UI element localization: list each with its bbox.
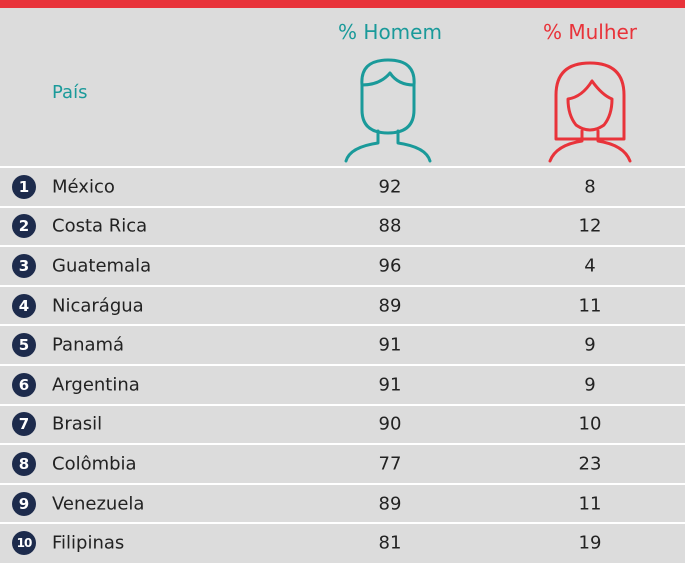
women-percent: 23 xyxy=(578,453,602,475)
men-percent: 92 xyxy=(378,176,402,198)
women-percent: 8 xyxy=(584,176,596,198)
women-percent: 9 xyxy=(584,334,596,356)
table-row: 3 Guatemala 96 4 xyxy=(0,245,685,285)
table-row: 6 Argentina 91 9 xyxy=(0,364,685,404)
men-percent: 91 xyxy=(378,374,402,396)
rank-badge: 6 xyxy=(12,372,36,397)
rank-badge: 7 xyxy=(12,412,36,437)
top-bar xyxy=(0,0,685,8)
rank-badge: 10 xyxy=(12,531,36,556)
country-header: País xyxy=(52,82,88,103)
women-percent: 12 xyxy=(578,215,602,237)
women-percent: 11 xyxy=(578,295,602,317)
country-name: Panamá xyxy=(52,334,125,356)
table-row: 8 Colômbia 77 23 xyxy=(0,443,685,483)
men-percent: 90 xyxy=(378,413,402,435)
rank-badge: 9 xyxy=(12,491,36,516)
table-row: 1 México 92 8 xyxy=(0,166,685,206)
table-row: 5 Panamá 91 9 xyxy=(0,324,685,364)
rank-badge: 3 xyxy=(12,253,36,278)
country-name: México xyxy=(52,176,115,198)
woman-icon xyxy=(548,61,632,163)
table-row: 4 Nicarágua 89 11 xyxy=(0,284,685,325)
men-percent: 96 xyxy=(378,255,402,277)
men-percent: 89 xyxy=(378,295,402,317)
men-percent: 89 xyxy=(378,493,402,515)
women-percent: 10 xyxy=(578,413,602,435)
country-name: Brasil xyxy=(52,413,103,435)
man-icon xyxy=(344,58,432,163)
women-percent: 4 xyxy=(584,255,596,277)
table-row: 2 Costa Rica 88 12 xyxy=(0,205,685,246)
country-name: Filipinas xyxy=(52,532,125,554)
country-name: Nicarágua xyxy=(52,295,144,317)
country-name: Costa Rica xyxy=(52,215,148,237)
women-percent: 9 xyxy=(584,374,596,396)
table-row: 7 Brasil 90 10 xyxy=(0,403,685,444)
table-row: 10 Filipinas 81 19 xyxy=(0,522,685,562)
men-percent: 88 xyxy=(378,215,402,237)
rank-badge: 2 xyxy=(12,214,36,239)
men-percent: 91 xyxy=(378,334,402,356)
rank-badge: 5 xyxy=(12,333,36,358)
table-row: 9 Venezuela 89 11 xyxy=(0,482,685,523)
country-name: Venezuela xyxy=(52,493,145,515)
women-percent: 19 xyxy=(578,532,602,554)
rank-badge: 4 xyxy=(12,293,36,318)
men-percent: 81 xyxy=(378,532,402,554)
rank-badge: 1 xyxy=(12,174,36,199)
men-header: % Homem xyxy=(338,20,442,44)
women-percent: 11 xyxy=(578,493,602,515)
rank-badge: 8 xyxy=(12,451,36,476)
country-name: Colômbia xyxy=(52,453,137,475)
country-name: Guatemala xyxy=(52,255,152,277)
women-header: % Mulher xyxy=(542,20,638,44)
men-percent: 77 xyxy=(378,453,402,475)
country-name: Argentina xyxy=(52,374,140,396)
